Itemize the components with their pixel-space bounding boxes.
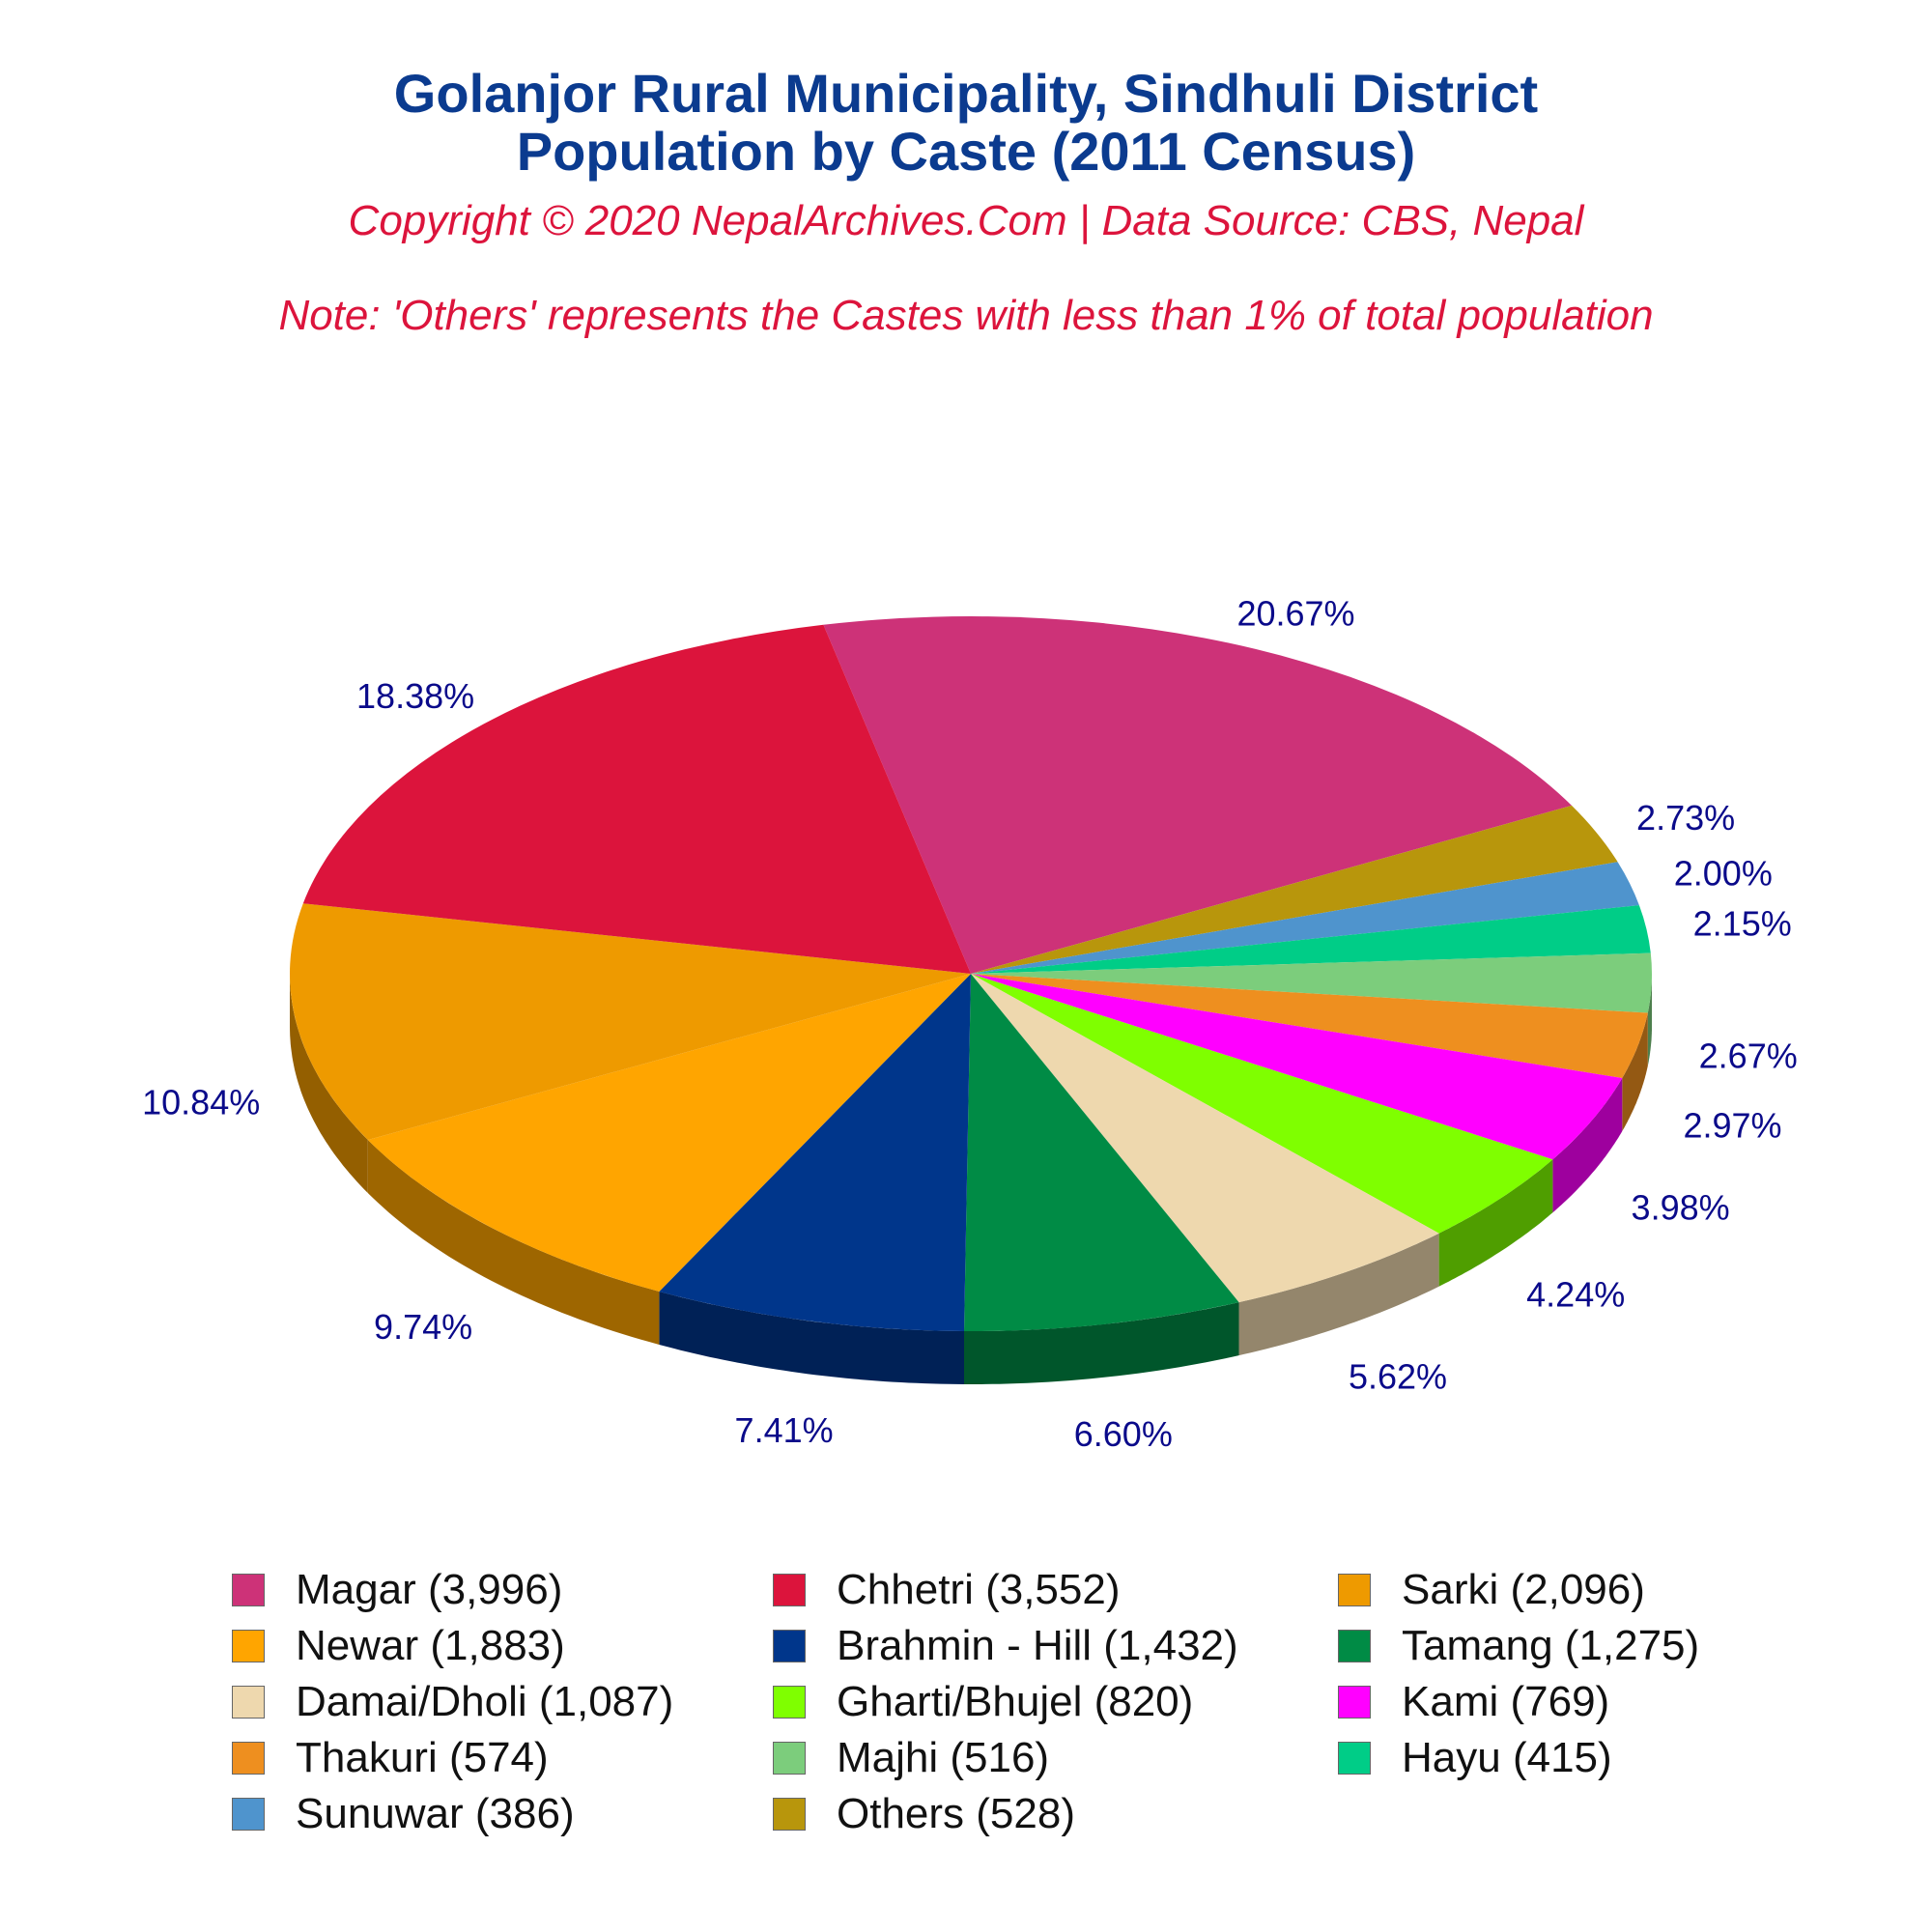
legend-swatch xyxy=(1338,1686,1371,1719)
legend-swatch xyxy=(1338,1630,1371,1662)
legend-swatch xyxy=(773,1630,806,1662)
percent-label-others: 2.73% xyxy=(1636,798,1735,838)
percent-label-gharti-bhujel: 4.24% xyxy=(1526,1275,1625,1315)
pie-slice-thakuri xyxy=(971,974,1648,1078)
legend-swatch xyxy=(232,1742,265,1775)
legend-label: Majhi (516) xyxy=(837,1734,1050,1781)
legend-item-magar: Magar (3,996) xyxy=(232,1565,773,1615)
legend-swatch xyxy=(773,1574,806,1606)
chart-title-line2: Population by Caste (2011 Census) xyxy=(516,121,1416,182)
legend-item-thakuri: Thakuri (574) xyxy=(232,1733,773,1783)
pie-side-damai-dholi xyxy=(1238,1233,1439,1356)
percent-label-thakuri: 2.97% xyxy=(1683,1106,1781,1146)
legend-swatch xyxy=(773,1686,806,1719)
legend-label: Magar (3,996) xyxy=(296,1566,563,1613)
legend-label: Sunuwar (386) xyxy=(296,1790,575,1837)
legend-item-sunuwar: Sunuwar (386) xyxy=(232,1789,773,1839)
legend-item-damai-dholi: Damai/Dholi (1,087) xyxy=(232,1677,773,1727)
pie-slice-damai-dholi xyxy=(971,974,1439,1303)
pie-slice-brahmin-hill xyxy=(659,974,971,1331)
chart-title-line1: Golanjor Rural Municipality, Sindhuli Di… xyxy=(393,63,1539,124)
legend-swatch xyxy=(773,1798,806,1831)
legend-label: Kami (769) xyxy=(1402,1678,1610,1725)
legend-label: Brahmin - Hill (1,432) xyxy=(837,1622,1238,1669)
pie-slice-kami xyxy=(971,974,1623,1160)
percent-label-damai-dholi: 5.62% xyxy=(1349,1357,1447,1397)
legend-swatch xyxy=(232,1574,265,1606)
percent-label-chhetri: 18.38% xyxy=(356,676,474,716)
legend-label: Others (528) xyxy=(837,1790,1075,1837)
pie-sides xyxy=(290,974,1652,1384)
percent-label-hayu: 2.15% xyxy=(1693,904,1792,944)
percent-label-tamang: 6.60% xyxy=(1074,1414,1173,1454)
pie-slice-gharti-bhujel xyxy=(971,974,1553,1234)
legend-item-brahmin-hill: Brahmin - Hill (1,432) xyxy=(773,1621,1338,1671)
percent-label-brahmin-hill: 7.41% xyxy=(735,1410,834,1450)
pie-side-newar xyxy=(367,1140,660,1345)
pie-side-kami xyxy=(1552,1078,1623,1213)
legend-item-chhetri: Chhetri (3,552) xyxy=(773,1565,1338,1615)
pie-side-brahmin-hill xyxy=(659,1292,964,1384)
legend-swatch xyxy=(1338,1574,1371,1606)
pie-slice-chhetri xyxy=(302,624,971,974)
legend-label: Thakuri (574) xyxy=(296,1734,549,1781)
pie-slice-majhi xyxy=(971,952,1652,1013)
pie-slice-sunuwar xyxy=(971,862,1639,974)
legend-label: Newar (1,883) xyxy=(296,1622,565,1669)
pie-slice-magar xyxy=(823,616,1572,974)
legend-item-tamang: Tamang (1,275) xyxy=(1338,1621,1777,1671)
legend-label: Damai/Dholi (1,087) xyxy=(296,1678,674,1725)
pie-side-thakuri xyxy=(1622,1012,1648,1131)
legend-item-gharti-bhujel: Gharti/Bhujel (820) xyxy=(773,1677,1338,1727)
percent-label-majhi: 2.67% xyxy=(1699,1037,1798,1076)
pie-slices xyxy=(290,616,1652,1332)
pie-percent-labels: 20.67% 2.73% 2.00% 2.15% 2.67% 2.97% 3.98% 4.24… xyxy=(142,594,1798,1455)
percent-label-newar: 9.74% xyxy=(374,1307,472,1347)
legend-label: Tamang (1,275) xyxy=(1402,1622,1700,1669)
legend-item-newar: Newar (1,883) xyxy=(232,1621,773,1671)
pie-slice-others xyxy=(971,805,1618,974)
legend-label: Chhetri (3,552) xyxy=(837,1566,1121,1613)
percent-label-kami: 3.98% xyxy=(1632,1188,1730,1228)
pie-side-tamang xyxy=(964,1302,1239,1384)
legend-item-sarki: Sarki (2,096) xyxy=(1338,1565,1777,1615)
percent-label-magar: 20.67% xyxy=(1236,594,1354,634)
legend-swatch xyxy=(1338,1742,1371,1775)
legend-item-others: Others (528) xyxy=(773,1789,1338,1839)
legend-swatch xyxy=(232,1630,265,1662)
percent-label-sunuwar: 2.00% xyxy=(1674,853,1773,893)
copyright-text: Copyright © 2020 NepalArchives.Com | Dat… xyxy=(348,197,1584,244)
legend-swatch xyxy=(232,1798,265,1831)
legend-swatch xyxy=(232,1686,265,1719)
pie-side-sarki xyxy=(290,974,368,1193)
legend-item-majhi: Majhi (516) xyxy=(773,1733,1338,1783)
pie-slice-sarki xyxy=(290,903,971,1140)
pie-side-gharti-bhujel xyxy=(1438,1159,1553,1287)
legend-label: Gharti/Bhujel (820) xyxy=(837,1678,1194,1725)
pie-slice-tamang xyxy=(964,974,1239,1332)
pie-chart: 20.67% 2.73% 2.00% 2.15% 2.67% 2.97% 3.98% 4.24… xyxy=(142,594,1798,1455)
legend: Magar (3,996) Chhetri (3,552) Sarki (2,096… xyxy=(232,1565,1777,1839)
pie-slice-newar xyxy=(367,974,971,1292)
legend-item-hayu: Hayu (415) xyxy=(1338,1733,1777,1783)
note-text: Note: 'Others' represents the Castes wit… xyxy=(278,292,1654,339)
legend-swatch xyxy=(773,1742,806,1775)
pie-slice-hayu xyxy=(971,905,1651,974)
pie-side-majhi xyxy=(1647,974,1652,1066)
legend-label: Sarki (2,096) xyxy=(1402,1566,1645,1613)
legend-item-kami: Kami (769) xyxy=(1338,1677,1777,1727)
legend-label: Hayu (415) xyxy=(1402,1734,1612,1781)
percent-label-sarki: 10.84% xyxy=(142,1082,260,1122)
